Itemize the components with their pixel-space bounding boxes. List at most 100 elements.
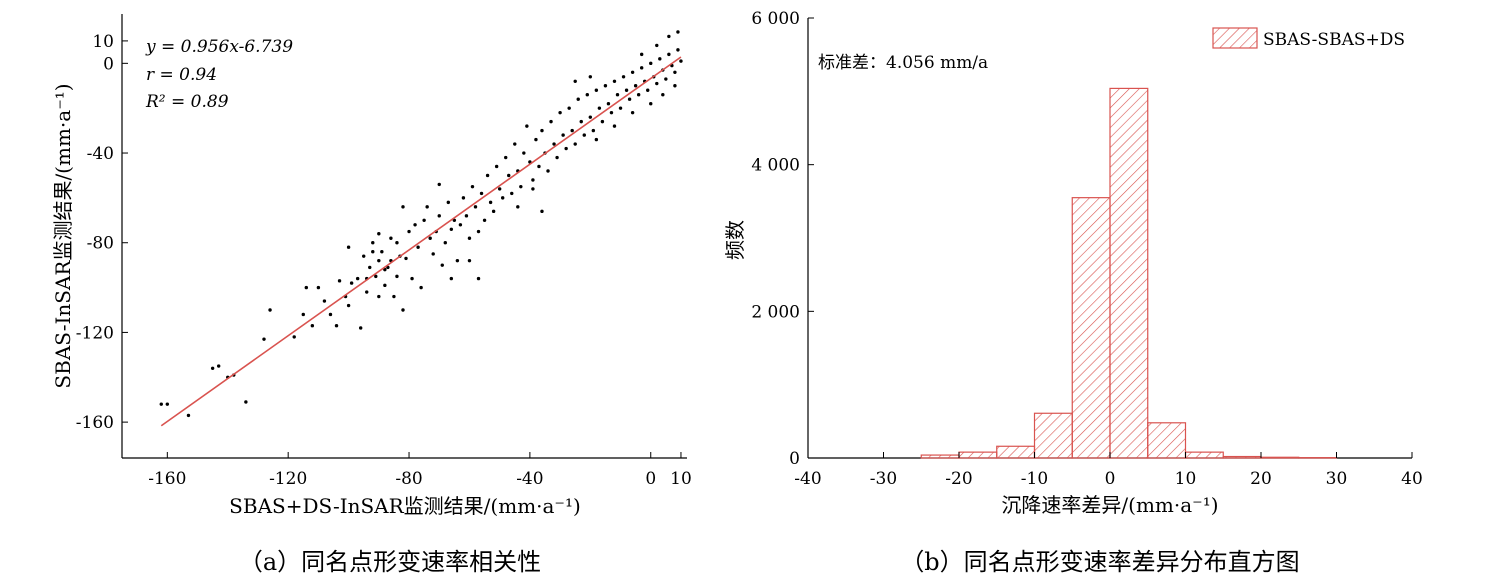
- scatter-point: [488, 200, 493, 205]
- scatter-point: [510, 191, 514, 196]
- scatter-x-label: SBAS+DS-InSAR监测结果/(mm·a⁻¹): [229, 494, 581, 518]
- scatter-point: [633, 84, 638, 88]
- scatter-point: [377, 232, 381, 236]
- scatter-point: [606, 101, 611, 106]
- scatter-point: [504, 155, 508, 160]
- x-tick-label: 0: [1105, 469, 1116, 489]
- scatter-point: [365, 290, 369, 294]
- scatter-point: [612, 124, 617, 128]
- scatter-point: [591, 128, 596, 133]
- histogram-bar: [1147, 422, 1187, 459]
- x-tick-label: 20: [1250, 469, 1272, 489]
- caption-b: （b）同名点形变速率差异分布直方图: [900, 548, 1299, 576]
- scatter-panel: -160 -120 -80 -40 0 10 100-40-80-120-160 y = …: [51, 14, 692, 576]
- scatter-point: [573, 142, 577, 146]
- scatter-point: [549, 119, 553, 124]
- scatter-point: [428, 236, 432, 240]
- scatter-point: [407, 229, 411, 234]
- scatter-point: [630, 110, 635, 115]
- histogram-bars: [920, 87, 1338, 459]
- scatter-point: [639, 66, 644, 70]
- scatter-point: [513, 142, 517, 146]
- scatter-point: [395, 241, 399, 245]
- histogram-bar: [958, 451, 998, 459]
- scatter-point: [268, 308, 272, 312]
- scatter-point: [618, 106, 623, 110]
- x-tick-label: -40: [794, 469, 821, 489]
- scatter-point: [531, 187, 535, 191]
- scatter-point: [621, 75, 626, 79]
- scatter-x-ticks: -160 -120 -80 -40 0 10: [148, 452, 692, 489]
- scatter-point: [558, 110, 562, 115]
- scatter-point: [555, 155, 559, 160]
- scatter-point: [567, 106, 571, 110]
- scatter-y-ticks: 100 -40 -80 -120 -160: [76, 32, 128, 433]
- y-tick-label: -80: [87, 234, 114, 254]
- scatter-point: [525, 124, 529, 128]
- scatter-point: [522, 151, 526, 155]
- hist-x-label: 沉降速率差异/(mm·a⁻¹): [1001, 493, 1218, 517]
- scatter-point: [371, 249, 375, 254]
- scatter-point: [594, 88, 599, 92]
- hist-y-label: 频数: [723, 220, 747, 260]
- scatter-point: [531, 178, 535, 182]
- scatter-point: [564, 146, 568, 151]
- x-tick-label: -40: [516, 469, 543, 489]
- scatter-point: [401, 308, 405, 312]
- y-tick-label: -160: [76, 413, 114, 433]
- y-tick-label: 6 000: [751, 9, 800, 29]
- scatter-point: [346, 303, 351, 308]
- scatter-point: [374, 274, 378, 279]
- legend-swatch: [1212, 27, 1258, 49]
- scatter-point: [636, 93, 641, 97]
- scatter-point: [676, 30, 680, 34]
- scatter-point: [395, 274, 399, 279]
- scatter-point: [615, 93, 620, 97]
- scatter-point: [443, 241, 447, 245]
- scatter-point: [497, 187, 502, 191]
- scatter-point: [368, 265, 372, 270]
- scatter-point: [537, 164, 541, 169]
- scatter-point: [389, 236, 393, 240]
- scatter-point: [244, 400, 248, 404]
- histogram-bar: [1184, 451, 1224, 459]
- histogram-bar: [996, 445, 1036, 459]
- x-tick-label: -20: [945, 469, 972, 489]
- scatter-point: [673, 70, 677, 75]
- scatter-point: [546, 169, 550, 173]
- scatter-point: [377, 294, 381, 299]
- scatter-point: [422, 218, 426, 223]
- scatter-point: [561, 133, 565, 137]
- scatter-point: [358, 326, 363, 330]
- scatter-point: [603, 84, 608, 88]
- hist-legend: SBAS-SBAS+DS: [1212, 27, 1405, 50]
- scatter-point: [673, 84, 677, 88]
- regression-annotations: y = 0.956x-6.739 r = 0.94 R² = 0.89: [145, 37, 293, 112]
- scatter-point: [346, 245, 351, 249]
- scatter-point: [570, 128, 574, 133]
- x-tick-label: -80: [395, 469, 422, 489]
- scatter-point: [624, 88, 629, 92]
- scatter-point: [667, 34, 671, 39]
- scatter-point: [646, 88, 650, 92]
- scatter-point: [519, 184, 523, 189]
- scatter-point: [337, 279, 342, 283]
- y-tick-label: 4 000: [751, 156, 800, 176]
- scatter-point: [165, 402, 170, 406]
- scatter-point: [588, 115, 593, 119]
- scatter-point: [210, 366, 215, 371]
- histogram-bar: [1109, 87, 1149, 459]
- y-tick-label: 2 000: [751, 302, 800, 322]
- scatter-point: [482, 218, 487, 223]
- scatter-point: [573, 79, 577, 83]
- scatter-point: [552, 142, 556, 146]
- scatter-point: [159, 402, 163, 406]
- scatter-point: [639, 52, 644, 57]
- scatter-point: [667, 52, 671, 57]
- scatter-point: [494, 164, 499, 169]
- scatter-point: [470, 184, 475, 189]
- scatter-point: [262, 337, 266, 341]
- x-tick-label: -10: [1021, 469, 1048, 489]
- x-tick-label: 30: [1326, 469, 1348, 489]
